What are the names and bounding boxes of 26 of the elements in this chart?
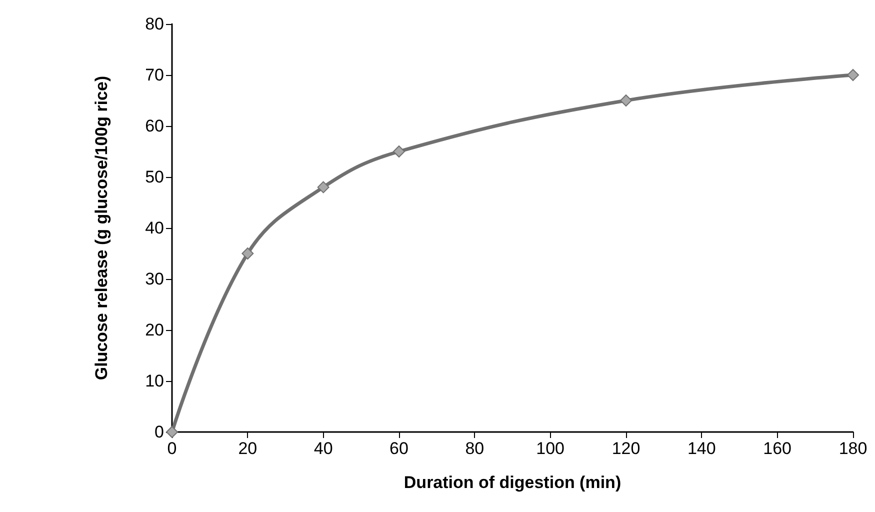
x-tick-label: 160 [763,439,792,458]
y-tick-label: 60 [145,116,164,136]
y-tick-label: 70 [145,66,164,84]
y-tick-label: 30 [145,270,164,288]
y-tick-label: 0 [154,422,164,442]
x-tick-label: 100 [536,439,565,458]
y-tick-label: 10 [145,372,164,390]
x-tick-label: 40 [314,439,333,458]
point [317,181,330,194]
point [393,146,405,158]
y-tick-label: 20 [145,320,164,340]
y-tick-label: 80 [145,14,164,34]
x-axis-title: Duration of digestion (min) [404,473,622,492]
x-tick-label: 140 [687,439,716,458]
y-tick-label: 50 [145,168,164,186]
point [847,69,859,81]
x-tick-label: 120 [612,439,640,458]
x-tick-label: 80 [465,439,484,458]
point [620,94,632,106]
x-tick-label: 180 [838,439,868,458]
point [242,248,254,260]
x-tick-label: 20 [238,439,258,458]
y-tick-label: 40 [145,218,164,238]
x-tick-label: 0 [167,439,177,458]
x-tick-label: 60 [390,439,408,458]
y-axis-title: Glucose release (g glucose/100g rice) [92,76,111,380]
